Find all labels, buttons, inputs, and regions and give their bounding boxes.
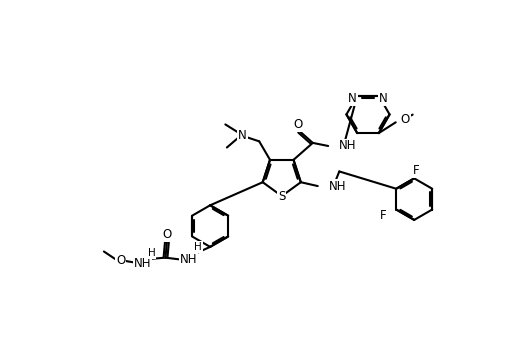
Text: NH: NH <box>180 254 198 267</box>
Text: NH: NH <box>329 180 346 193</box>
Text: S: S <box>278 190 286 203</box>
Text: H: H <box>194 242 202 252</box>
Text: F: F <box>413 164 419 177</box>
Text: N: N <box>238 129 247 142</box>
Text: H: H <box>148 248 156 258</box>
Text: NH: NH <box>134 257 151 270</box>
Text: N: N <box>379 92 388 105</box>
Text: O: O <box>294 118 303 131</box>
Text: O: O <box>162 228 172 241</box>
Text: NH: NH <box>339 139 356 152</box>
Text: N: N <box>348 92 357 105</box>
Text: O: O <box>116 254 125 267</box>
Text: O: O <box>400 113 409 126</box>
Text: F: F <box>380 209 387 222</box>
